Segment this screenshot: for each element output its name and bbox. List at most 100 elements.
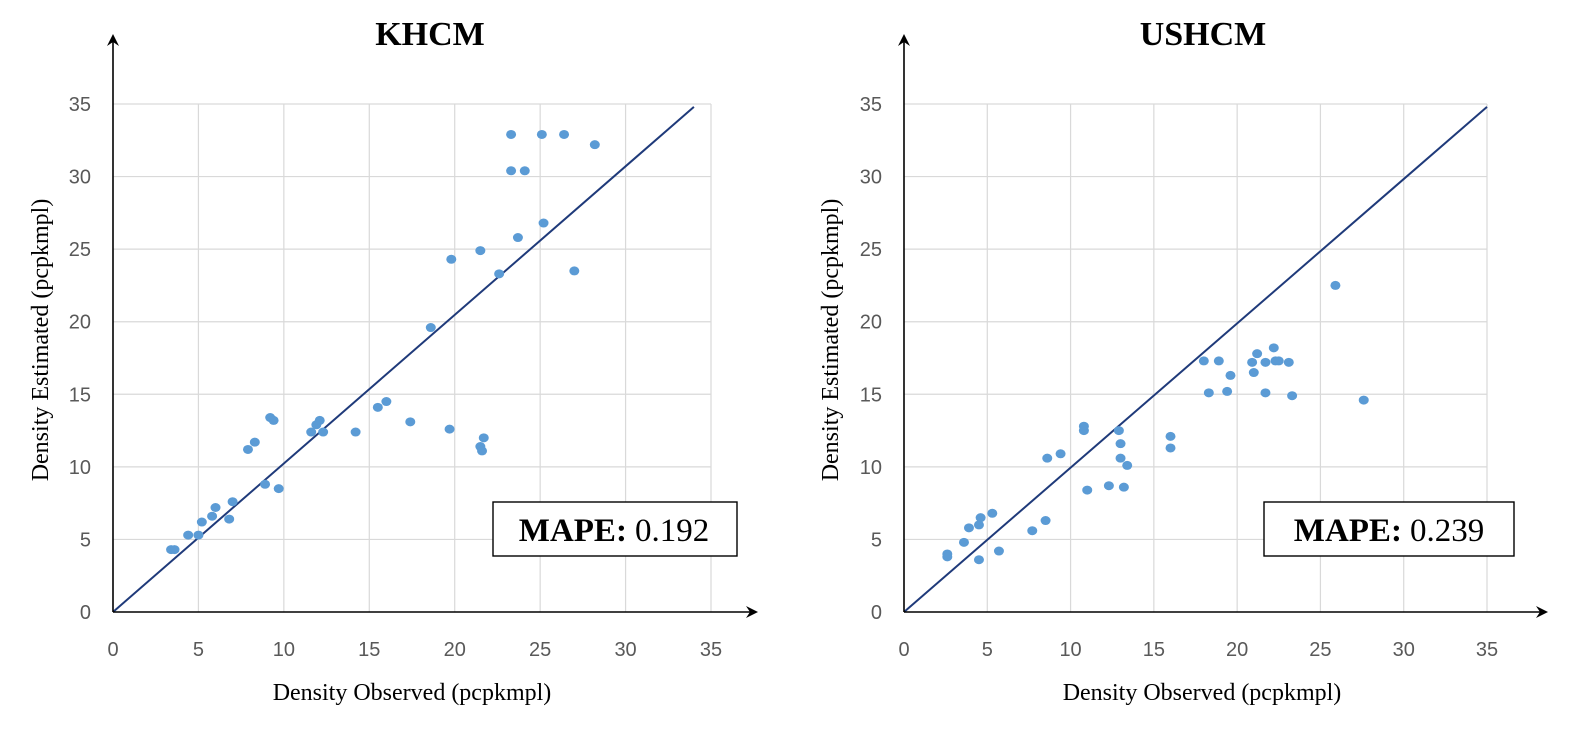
- y-tick-label: 15: [69, 384, 91, 406]
- data-point: [973, 555, 984, 565]
- data-point: [1287, 391, 1298, 401]
- data-point: [559, 129, 570, 139]
- x-tick-label: 5: [193, 639, 204, 661]
- data-point: [242, 444, 253, 454]
- data-point: [1113, 426, 1124, 436]
- y-tick-label: 5: [80, 529, 91, 551]
- data-point: [193, 530, 204, 540]
- data-point: [519, 166, 530, 176]
- data-point: [183, 530, 194, 540]
- x-tick-label: 35: [700, 639, 722, 661]
- data-point: [1198, 356, 1209, 366]
- y-axis-label: Density Estimated (pcpkmpl): [818, 199, 844, 482]
- x-tick-label: 30: [1393, 639, 1415, 661]
- data-point: [987, 508, 998, 518]
- data-point: [494, 269, 505, 279]
- data-point: [589, 140, 600, 150]
- x-tick-label: 15: [358, 639, 380, 661]
- mape-box: MAPE: 0.192: [492, 501, 738, 557]
- x-axis-label: Density Observed (pcpkmpl): [1063, 680, 1342, 706]
- data-point: [224, 514, 235, 524]
- x-tick-labels: 0 5 10 15 20 25 30 35: [107, 639, 722, 661]
- data-point: [446, 254, 457, 264]
- mape-label: MAPE:: [519, 513, 627, 549]
- data-point: [268, 415, 279, 425]
- mape-value: 0.192: [635, 513, 709, 549]
- y-tick-label: 35: [69, 94, 91, 116]
- y-axis-label: Density Estimated (pcpkmpl): [28, 199, 54, 482]
- data-point: [536, 129, 547, 139]
- mape-label: MAPE:: [1294, 513, 1402, 549]
- y-tick-label: 20: [860, 312, 882, 334]
- data-point: [1115, 439, 1126, 449]
- data-point: [975, 513, 986, 523]
- y-tick-label: 5: [871, 529, 882, 551]
- x-tick-label: 25: [1309, 639, 1331, 661]
- mape-box: MAPE: 0.239: [1263, 501, 1515, 557]
- data-point: [372, 402, 383, 412]
- y-tick-label: 25: [860, 239, 882, 261]
- data-point: [227, 497, 238, 507]
- y-tick-label: 10: [69, 457, 91, 479]
- reference-line: [112, 106, 695, 613]
- data-point: [1283, 357, 1294, 367]
- y-tick-labels: 0 5 10 15 20 25 30 35: [860, 94, 882, 624]
- data-point: [1082, 485, 1093, 495]
- data-point: [477, 446, 488, 456]
- data-point: [196, 517, 207, 527]
- x-tick-label: 0: [898, 639, 909, 661]
- data-point: [1222, 386, 1233, 396]
- data-point: [1252, 349, 1263, 359]
- y-tick-label: 30: [860, 167, 882, 189]
- data-point: [973, 520, 984, 530]
- data-point: [1042, 453, 1053, 463]
- x-tick-label: 0: [107, 639, 118, 661]
- data-point: [169, 545, 180, 555]
- y-tick-label: 0: [80, 602, 91, 624]
- data-point: [273, 484, 284, 494]
- data-point: [1260, 357, 1271, 367]
- chart-panel-ushcm: USHCM 0 5 10 15 20 25 30 35 0 5 10 15 20 25 30 35 Dens…: [818, 16, 1548, 706]
- data-point: [475, 246, 486, 256]
- y-tick-label: 35: [860, 94, 882, 116]
- data-point: [993, 546, 1004, 556]
- x-tick-label: 35: [1476, 639, 1498, 661]
- data-point: [207, 511, 218, 521]
- data-points: [942, 280, 1369, 565]
- y-tick-labels: 0 5 10 15 20 25 30 35: [69, 94, 91, 624]
- x-tick-label: 10: [1059, 639, 1081, 661]
- data-point: [1040, 516, 1051, 526]
- data-point: [1165, 443, 1176, 453]
- x-axis-label: Density Observed (pcpkmpl): [273, 680, 552, 706]
- data-point: [1330, 280, 1341, 290]
- data-point: [942, 549, 953, 559]
- data-point: [1203, 388, 1214, 398]
- data-point: [569, 266, 580, 276]
- data-point: [1115, 453, 1126, 463]
- data-point: [1260, 388, 1271, 398]
- chart-title: KHCM: [375, 16, 485, 53]
- x-tick-label: 15: [1143, 639, 1165, 661]
- data-point: [210, 502, 221, 512]
- data-point: [963, 523, 974, 533]
- x-tick-labels: 0 5 10 15 20 25 30 35: [898, 639, 1498, 661]
- data-point: [1225, 370, 1236, 380]
- data-point: [1165, 431, 1176, 441]
- y-tick-label: 10: [860, 457, 882, 479]
- chart-panel-khcm: KHCM 0 5 10 15 20 25 30 35 0 5 10 15 20 25 30 35 Densi…: [28, 16, 758, 706]
- data-points: [166, 129, 600, 555]
- plot-grid: [113, 103, 712, 612]
- data-point: [249, 437, 260, 447]
- data-point: [444, 424, 455, 434]
- data-point: [350, 427, 361, 437]
- svg-text:MAPE:0.239: MAPE: 0.239: [1294, 513, 1484, 549]
- data-point: [512, 233, 523, 243]
- y-tick-label: 25: [69, 239, 91, 261]
- data-point: [478, 433, 489, 443]
- data-point: [1213, 356, 1224, 366]
- x-tick-label: 20: [444, 639, 466, 661]
- x-tick-label: 30: [614, 639, 636, 661]
- data-point: [425, 323, 436, 333]
- y-tick-label: 15: [860, 384, 882, 406]
